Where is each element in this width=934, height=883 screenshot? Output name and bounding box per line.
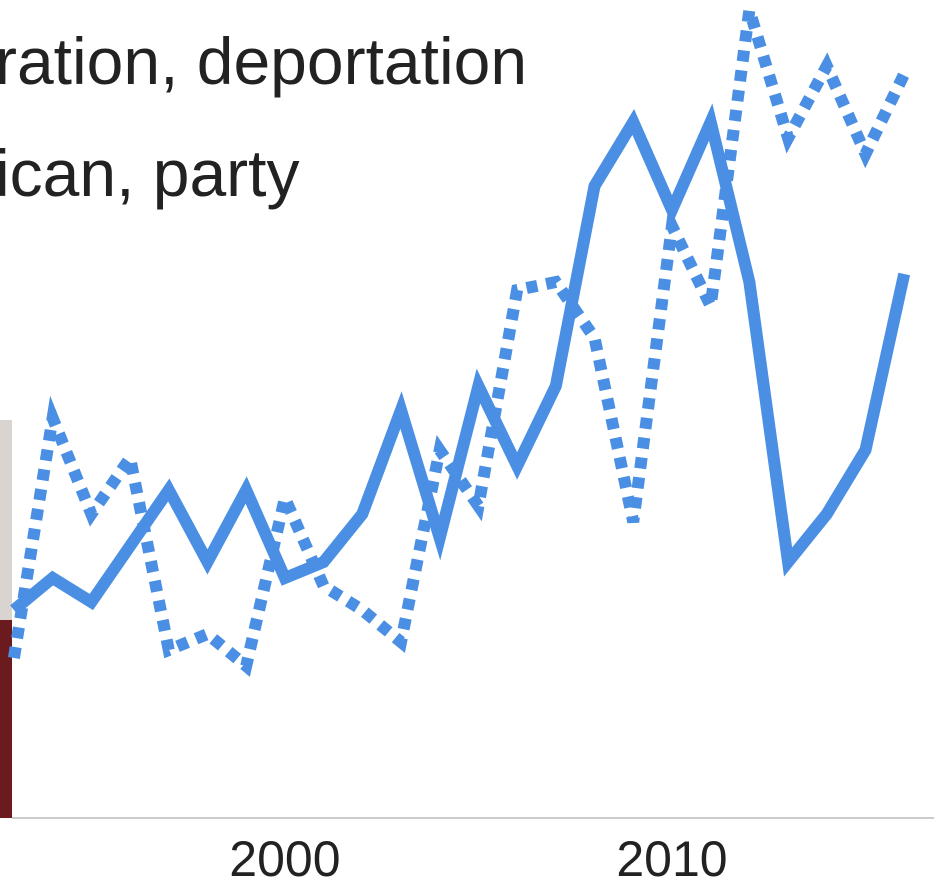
series-line [8, 8, 910, 677]
photo-edge-light [0, 420, 12, 620]
title-line: ration, deportation [0, 24, 527, 98]
title-line: ican, party [0, 136, 299, 210]
x-tick-label: 2000 [229, 831, 340, 883]
series-line [10, 103, 911, 615]
x-tick-label: 2010 [616, 831, 727, 883]
